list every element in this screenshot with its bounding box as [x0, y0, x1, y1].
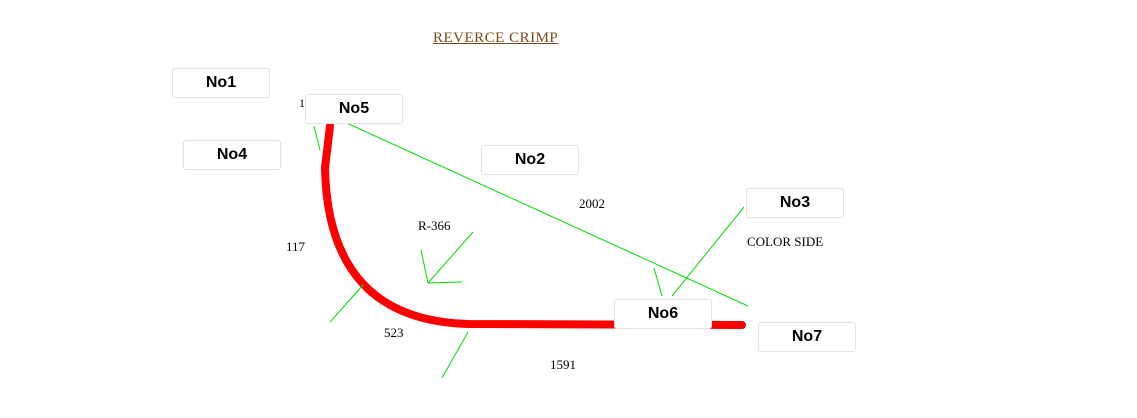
tag-no6[interactable]: No6: [614, 299, 712, 329]
tag-no4[interactable]: No4: [183, 140, 281, 170]
diagram-title: REVERCE CRIMP: [433, 30, 559, 46]
leader-line-bottom: [441, 331, 469, 379]
tag-no7[interactable]: No7: [758, 322, 856, 352]
leader-line-no3: [671, 206, 745, 297]
dimension-117: 117: [286, 239, 306, 254]
leader-line-diagonal: [339, 119, 749, 307]
tag-no2[interactable]: No2: [481, 145, 579, 175]
dimension-1591: 1591: [550, 357, 576, 372]
leader-line-arc: [329, 283, 365, 323]
leader-line-top-left: [313, 125, 321, 151]
radius-arrow-shaft: [427, 231, 474, 284]
tag-no3[interactable]: No3: [746, 188, 844, 218]
radius-arrow-head-horizontal: [427, 281, 463, 284]
leader-line-no6: [653, 267, 663, 297]
radius-label: R-366: [418, 218, 451, 233]
color-side-label: COLOR SIDE: [747, 234, 824, 249]
radius-arrow-head-vertical: [420, 249, 429, 284]
tag-no5[interactable]: No5: [305, 94, 403, 124]
wire-path: [321, 122, 746, 329]
partial-label: 1: [299, 96, 305, 110]
dimension-523: 523: [384, 325, 404, 340]
dimension-2002: 2002: [579, 196, 605, 211]
tag-no1[interactable]: No1: [172, 68, 270, 98]
